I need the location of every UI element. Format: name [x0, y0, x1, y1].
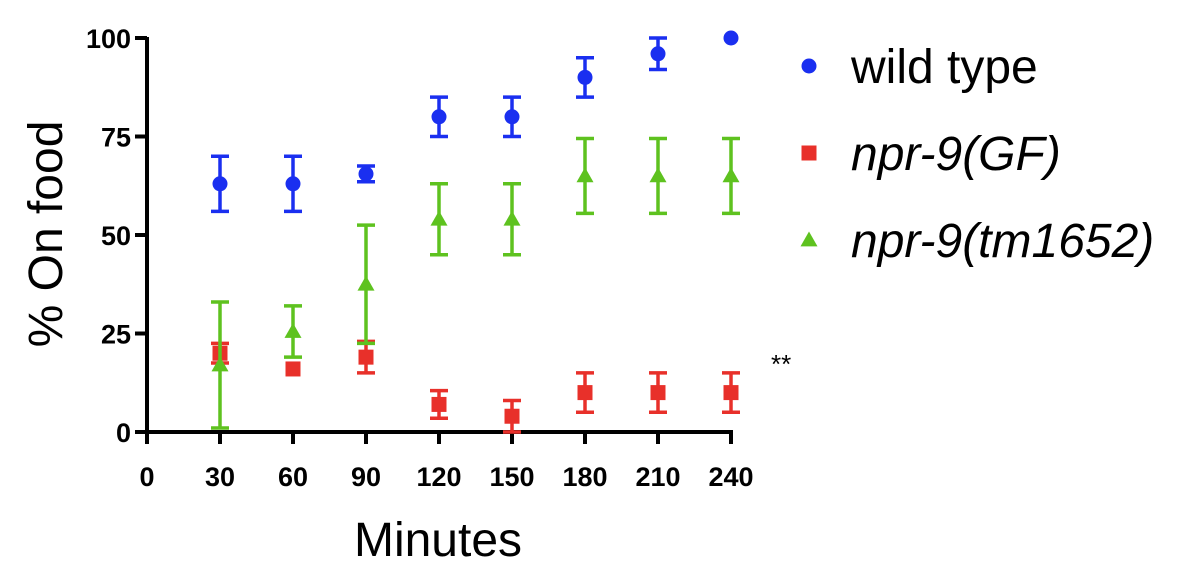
data-point [577, 385, 593, 401]
x-tick-label: 30 [205, 462, 235, 492]
y-tick-label: 50 [101, 221, 131, 251]
y-tick-label: 25 [101, 320, 131, 350]
x-tick-label: 180 [562, 462, 607, 492]
significance-annotation: ** [771, 349, 791, 379]
series-layer [211, 30, 740, 434]
legend-item: npr-9(GF) [801, 128, 1061, 181]
x-tick-label: 0 [139, 462, 154, 492]
x-tick-label: 240 [708, 462, 753, 492]
data-point [577, 69, 593, 85]
data-point [649, 167, 667, 183]
legend-marker [801, 145, 817, 161]
data-point [503, 210, 521, 226]
data-point [576, 167, 594, 183]
series-npr-9(tm1652) [211, 136, 740, 430]
data-point [357, 275, 375, 291]
x-tick-label: 60 [278, 462, 308, 492]
data-point [723, 385, 739, 401]
legend-label: npr-9(tm1652) [851, 215, 1154, 268]
legend-item: wild type [801, 41, 1038, 94]
data-point [722, 167, 740, 183]
legend-label: npr-9(GF) [851, 128, 1061, 181]
y-tick-label: 0 [116, 418, 131, 448]
data-point [285, 361, 301, 377]
data-point [285, 176, 301, 192]
x-axis-title: Minutes [354, 514, 522, 567]
data-point [431, 109, 447, 125]
data-point [650, 385, 666, 401]
series-wild type [211, 30, 739, 214]
data-point [284, 323, 302, 338]
y-axis-title: % On food [20, 121, 73, 348]
series-npr-9(GF) [211, 339, 740, 434]
data-point [650, 46, 666, 62]
legend-marker [801, 58, 817, 74]
data-point [504, 109, 520, 125]
x-tick-label: 210 [635, 462, 680, 492]
data-point [211, 356, 229, 372]
data-point [358, 166, 374, 182]
legend-marker [800, 231, 818, 247]
data-point [430, 210, 448, 226]
x-tick-label: 120 [416, 462, 461, 492]
data-point [212, 176, 228, 192]
ticks: 0 30 60 90 120 150 180 210 240 0 25 50 75 100 [86, 24, 754, 492]
legend: wild type npr-9(GF) npr-9(tm1652) [800, 41, 1154, 268]
data-point [358, 349, 374, 365]
y-tick-label: 100 [86, 24, 131, 54]
x-tick-label: 90 [351, 462, 381, 492]
y-tick-label: 75 [101, 123, 131, 153]
legend-label: wild type [850, 41, 1038, 94]
data-point [504, 408, 520, 424]
data-point [723, 30, 739, 46]
data-point [431, 396, 447, 412]
x-tick-label: 150 [489, 462, 534, 492]
legend-item: npr-9(tm1652) [800, 215, 1154, 268]
